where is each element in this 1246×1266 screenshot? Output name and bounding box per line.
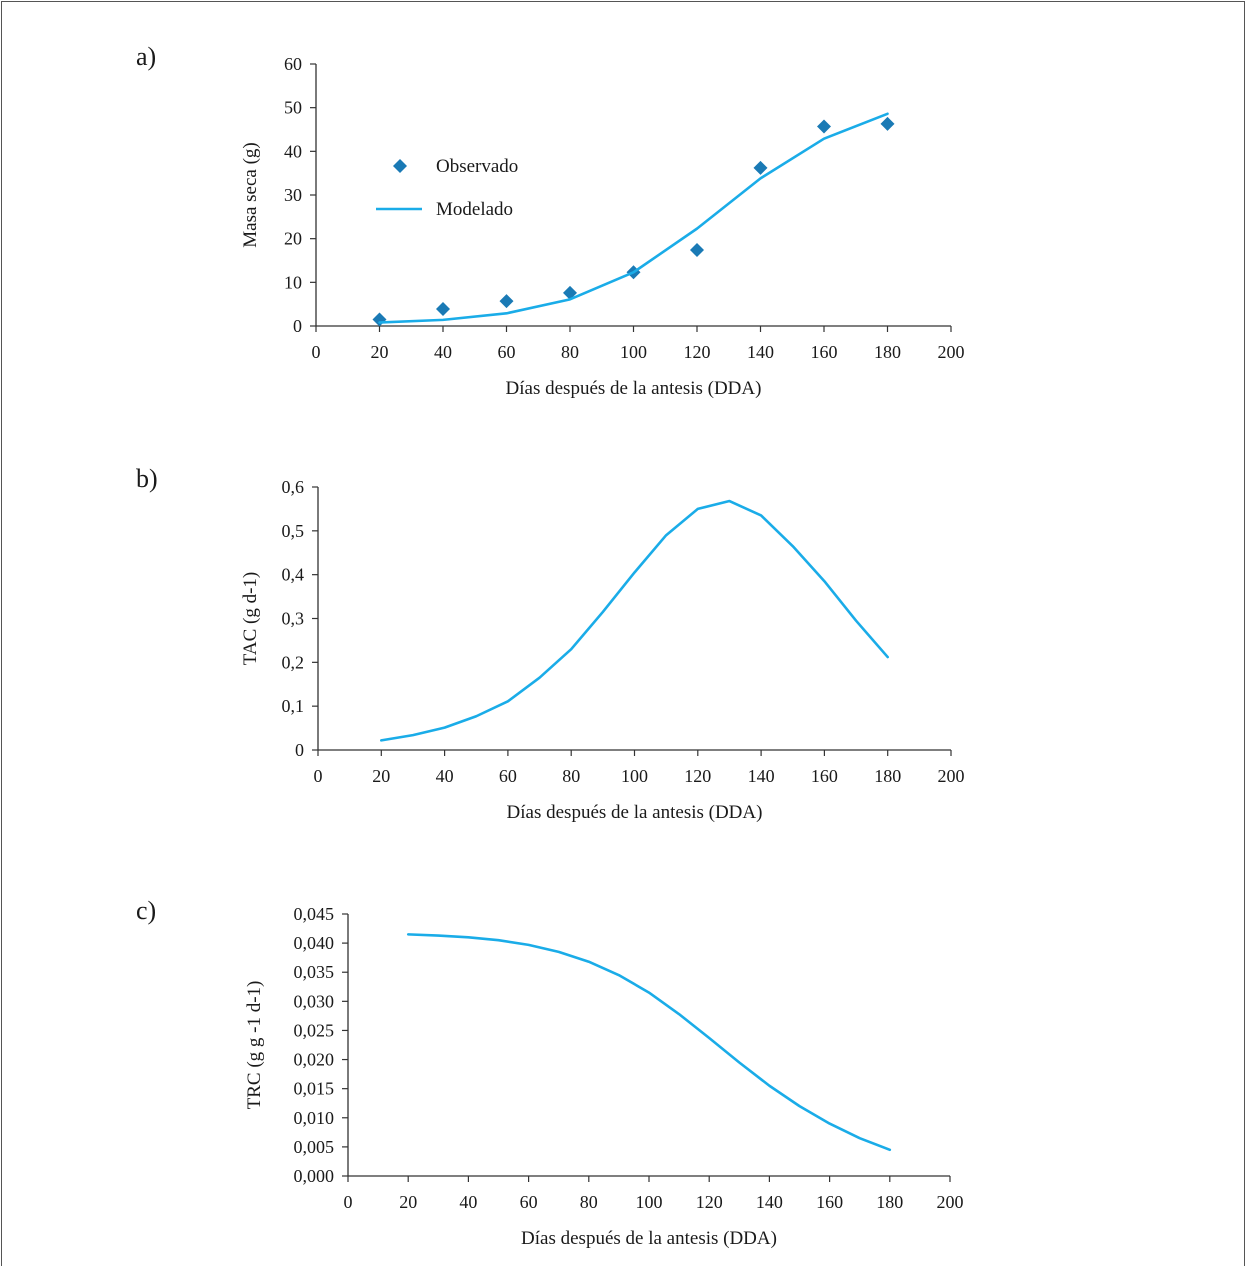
x-axis-title: Días después de la antesis (DDA) <box>506 378 762 399</box>
y-tick-label: 60 <box>284 54 302 74</box>
panel-a: a) 0 20 40 60 80 100 120 140 160 180 200 0 10 20 30 40 5… <box>0 0 1246 410</box>
data-point-observado <box>880 116 895 131</box>
x-tick-label: 200 <box>938 766 965 786</box>
x-tick-label: 40 <box>434 342 452 362</box>
chart-b: 0 20 40 60 80 100 120 140 160 180 200 0 0,1 0,2 0,3 0,4… <box>240 477 965 823</box>
x-tick-label: 80 <box>562 766 580 786</box>
data-point-observado <box>436 301 450 316</box>
panel-b: b) 0 20 40 60 80 100 120 140 160 180 200 0 0,1 0,2 0,3… <box>0 430 1246 840</box>
y-tick-label: 0,010 <box>294 1108 335 1128</box>
x-tick-label: 40 <box>436 766 454 786</box>
x-tick-label: 180 <box>874 342 901 362</box>
x-tick-label: 20 <box>371 342 389 362</box>
y-tick-label: 0,6 <box>282 477 305 497</box>
data-point-observado <box>753 160 768 175</box>
x-tick-label: 20 <box>399 1192 417 1212</box>
x-tick-label: 100 <box>621 766 648 786</box>
x-tick-label: 80 <box>561 342 579 362</box>
x-tick-label: 60 <box>520 1192 538 1212</box>
y-tick-label: 0,2 <box>282 652 305 672</box>
x-tick-label: 20 <box>372 766 390 786</box>
y-tick-label: 10 <box>284 272 302 292</box>
legend-marker-observado <box>393 159 407 173</box>
y-tick-label: 0,5 <box>282 521 305 541</box>
y-axis-title: TAC (g d-1) <box>240 572 261 665</box>
x-tick-label: 120 <box>696 1192 723 1212</box>
chart-c: 0 20 40 60 80 100 120 140 160 180 200 0,000 0,005 0,0… <box>244 904 964 1249</box>
legend-label: Observado <box>436 156 518 177</box>
x-tick-label: 160 <box>811 766 838 786</box>
data-point-observado <box>499 294 514 309</box>
panel-a-letter: a) <box>136 42 157 71</box>
x-tick-label: 0 <box>314 766 323 786</box>
x-axis-title: Días después de la antesis (DDA) <box>521 1228 777 1249</box>
x-tick-label: 160 <box>811 342 838 362</box>
y-tick-label: 0,3 <box>282 609 305 629</box>
y-tick-label: 0,025 <box>294 1020 335 1040</box>
data-point-observado <box>690 243 704 258</box>
y-axis-title: Masa seca (g) <box>240 142 261 248</box>
y-axis-title: TRC (g g -1 d-1) <box>244 981 265 1110</box>
x-tick-label: 140 <box>747 342 774 362</box>
y-tick-label: 0,1 <box>282 696 305 716</box>
y-tick-label: 0,045 <box>294 904 335 924</box>
y-tick-label: 40 <box>284 141 302 161</box>
x-tick-label: 180 <box>876 1192 903 1212</box>
x-tick-label: 60 <box>499 766 517 786</box>
x-tick-label: 160 <box>816 1192 843 1212</box>
data-point-observado <box>563 285 577 300</box>
y-tick-label: 0,005 <box>294 1137 335 1157</box>
panel-c: c) 0 20 40 60 80 100 120 140 160 180 200 0,000 0,005… <box>0 860 1246 1266</box>
x-tick-label: 100 <box>636 1192 663 1212</box>
x-tick-label: 0 <box>344 1192 353 1212</box>
data-point-observado <box>372 312 387 327</box>
x-tick-label: 80 <box>580 1192 598 1212</box>
panel-c-letter: c) <box>136 896 157 925</box>
x-tick-label: 140 <box>756 1192 783 1212</box>
y-tick-label: 0,040 <box>294 933 335 953</box>
x-tick-label: 60 <box>498 342 516 362</box>
series-line <box>379 499 890 742</box>
x-tick-label: 40 <box>459 1192 477 1212</box>
y-tick-label: 0,015 <box>294 1079 335 1099</box>
x-tick-label: 0 <box>312 342 321 362</box>
y-tick-label: 0,030 <box>294 991 335 1011</box>
y-tick-label: 0,020 <box>294 1050 335 1070</box>
series-line-modelado <box>378 112 889 324</box>
x-axis-title: Días después de la antesis (DDA) <box>507 802 763 823</box>
chart-a: 0 20 40 60 80 100 120 140 160 180 200 0 10 20 30 40 50 60… <box>240 54 965 399</box>
x-tick-label: 140 <box>748 766 775 786</box>
x-tick-label: 120 <box>684 766 711 786</box>
y-tick-label: 0 <box>293 316 302 336</box>
x-tick-label: 180 <box>874 766 901 786</box>
x-tick-label: 200 <box>938 342 965 362</box>
y-tick-label: 20 <box>284 229 302 249</box>
x-tick-label: 100 <box>620 342 647 362</box>
panel-b-letter: b) <box>136 464 158 493</box>
x-tick-label: 120 <box>684 342 711 362</box>
y-tick-label: 50 <box>284 98 302 118</box>
y-tick-label: 0,000 <box>294 1166 335 1186</box>
y-tick-label: 0,4 <box>282 565 305 585</box>
y-tick-label: 0,035 <box>294 962 335 982</box>
legend-label: Modelado <box>436 199 513 220</box>
data-point-observado <box>817 119 831 134</box>
y-tick-label: 0 <box>295 740 304 760</box>
x-tick-label: 200 <box>937 1192 964 1212</box>
y-tick-label: 30 <box>284 185 302 205</box>
series-line <box>406 933 892 1152</box>
